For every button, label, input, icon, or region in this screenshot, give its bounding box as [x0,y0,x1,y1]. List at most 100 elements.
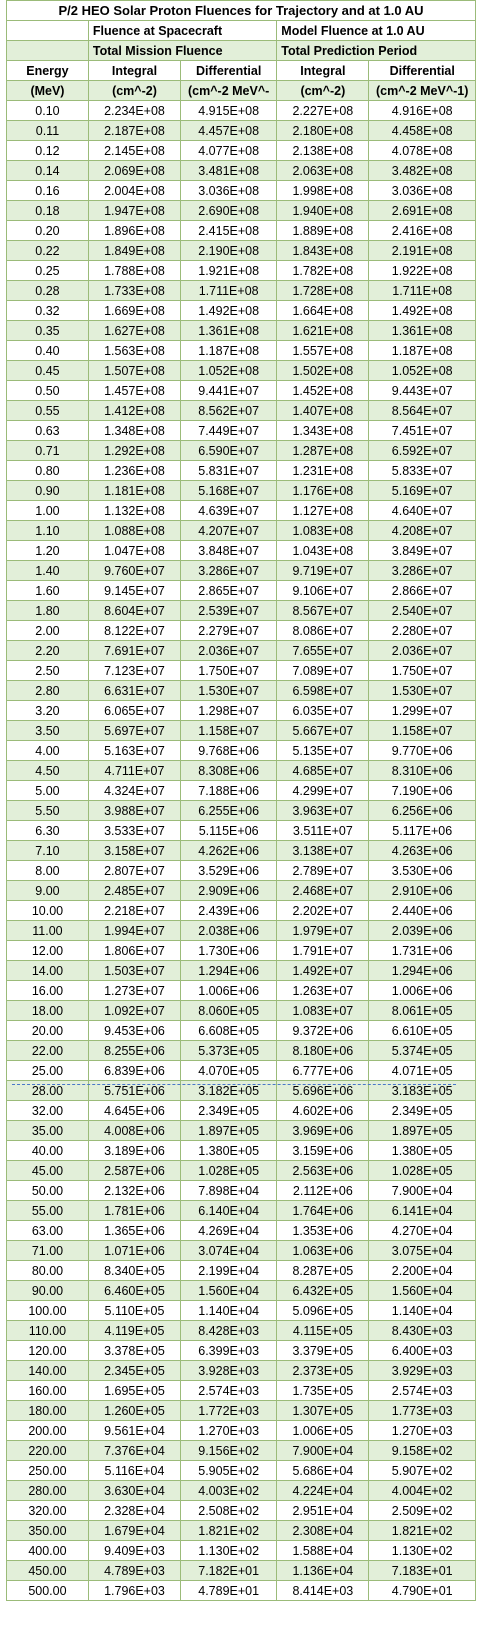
sc-integral-cell: 3.988E+07 [87,800,182,821]
energy-cell: 0.80 [6,460,89,481]
energy-cell: 1.20 [6,540,89,561]
table-row: 22.00 8.255E+06 5.373E+05 8.180E+06 5.374E+0… [6,1040,476,1061]
sc-differential-cell: 2.439E+06 [180,900,278,921]
table-row: 63.00 1.365E+06 4.269E+04 1.353E+06 4.270E+0… [6,1220,476,1241]
energy-cell: 180.00 [6,1400,89,1421]
sc-integral-cell: 2.004E+08 [87,180,182,201]
au-differential-cell: 4.071E+05 [368,1060,476,1081]
energy-cell: 2.00 [6,620,89,641]
table-row: 18.00 1.092E+07 8.060E+05 1.083E+07 8.061E+0… [6,1000,476,1021]
sc-differential-cell: 4.070E+05 [180,1060,278,1081]
au-integral-unit: (cm^-2) [276,80,370,101]
sc-integral-cell: 5.697E+07 [87,720,182,741]
au-differential-cell: 1.028E+05 [368,1160,476,1181]
energy-cell: 80.00 [6,1260,89,1281]
column-header-row-2: (MeV) (cm^-2) (cm^-2 MeV^- (cm^-2) (cm^-… [6,80,476,101]
energy-header: Energy [6,60,89,81]
sc-differential-cell: 2.865E+07 [180,580,278,601]
sc-integral-cell: 1.092E+07 [87,1000,182,1021]
sc-integral-cell: 1.896E+08 [87,220,182,241]
energy-cell: 0.11 [6,120,89,141]
table-row: 80.00 8.340E+05 2.199E+04 8.287E+05 2.200E+0… [6,1260,476,1281]
energy-cell: 400.00 [6,1540,89,1561]
sc-differential-cell: 8.428E+03 [180,1320,278,1341]
au-differential-cell: 4.004E+02 [368,1480,476,1501]
au-differential-cell: 2.866E+07 [368,580,476,601]
sc-differential-header: Differential [180,60,278,81]
au-differential-cell: 4.270E+04 [368,1220,476,1241]
sc-integral-cell: 9.409E+03 [87,1540,182,1561]
au-differential-cell: 2.036E+07 [368,640,476,661]
au-integral-cell: 8.287E+05 [276,1260,370,1281]
energy-cell: 140.00 [6,1360,89,1381]
au-differential-cell: 1.006E+06 [368,980,476,1001]
sc-differential-cell: 1.730E+06 [180,940,278,961]
sc-differential-cell: 1.130E+02 [180,1540,278,1561]
energy-cell: 120.00 [6,1340,89,1361]
table-row: 100.00 5.110E+05 1.140E+04 5.096E+05 1.140E+… [6,1300,476,1321]
sc-integral-cell: 8.340E+05 [87,1260,182,1281]
group-header-row-1: Fluence at Spacecraft Model Fluence at 1… [6,20,476,41]
table-row: 45.00 2.587E+06 1.028E+05 2.563E+06 1.028E+0… [6,1160,476,1181]
au-integral-cell: 3.963E+07 [276,800,370,821]
sc-integral-cell: 2.132E+06 [87,1180,182,1201]
energy-cell: 12.00 [6,940,89,961]
header-spacer [6,20,89,41]
sc-differential-cell: 1.052E+08 [180,360,278,381]
sc-differential-cell: 2.036E+07 [180,640,278,661]
table-row: 2.50 7.123E+07 1.750E+07 7.089E+07 1.750E+07 [6,660,476,681]
au-integral-cell: 2.563E+06 [276,1160,370,1181]
au-differential-cell: 7.451E+07 [368,420,476,441]
sc-integral-cell: 1.781E+06 [87,1200,182,1221]
energy-cell: 0.71 [6,440,89,461]
sc-integral-cell: 2.587E+06 [87,1160,182,1181]
sc-integral-cell: 2.807E+07 [87,860,182,881]
sc-integral-cell: 1.503E+07 [87,960,182,981]
au-differential-cell: 1.361E+08 [368,320,476,341]
au-differential-cell: 8.430E+03 [368,1320,476,1341]
sc-integral-cell: 4.119E+05 [87,1320,182,1341]
table-row: 0.14 2.069E+08 3.481E+08 2.063E+08 3.482E+08 [6,160,476,181]
sc-differential-cell: 5.168E+07 [180,480,278,501]
energy-cell: 0.20 [6,220,89,241]
sc-integral-cell: 4.645E+06 [87,1100,182,1121]
table-row: 350.00 1.679E+04 1.821E+02 2.308E+04 1.821E+… [6,1520,476,1541]
group-header-row-2: Total Mission Fluence Total Prediction P… [6,40,476,61]
sc-differential-cell: 1.921E+08 [180,260,278,281]
energy-cell: 10.00 [6,900,89,921]
energy-cell: 63.00 [6,1220,89,1241]
au-integral-cell: 9.719E+07 [276,560,370,581]
sc-integral-cell: 1.679E+04 [87,1520,182,1541]
au-integral-cell: 4.115E+05 [276,1320,370,1341]
energy-cell: 5.00 [6,780,89,801]
sc-integral-cell: 9.145E+07 [87,580,182,601]
sc-differential-cell: 1.821E+02 [180,1520,278,1541]
table-row: 0.10 2.234E+08 4.915E+08 2.227E+08 4.916E+08 [6,100,476,121]
sc-differential-cell: 2.909E+06 [180,880,278,901]
au-differential-cell: 1.380E+05 [368,1140,476,1161]
energy-cell: 22.00 [6,1040,89,1061]
au-integral-cell: 5.667E+07 [276,720,370,741]
au-differential-cell: 2.039E+06 [368,920,476,941]
sc-differential-cell: 1.294E+06 [180,960,278,981]
au-integral-cell: 1.231E+08 [276,460,370,481]
sc-differential-cell: 4.639E+07 [180,500,278,521]
au-differential-cell: 2.440E+06 [368,900,476,921]
au-differential-cell: 5.117E+06 [368,820,476,841]
sc-differential-cell: 5.115E+06 [180,820,278,841]
sc-integral-cell: 1.669E+08 [87,300,182,321]
energy-cell: 1.10 [6,520,89,541]
sc-integral-cell: 1.733E+08 [87,280,182,301]
table-row: 1.10 1.088E+08 4.207E+07 1.083E+08 4.208E+07 [6,520,476,541]
table-row: 90.00 6.460E+05 1.560E+04 6.432E+05 1.560E+0… [6,1280,476,1301]
au-integral-cell: 2.138E+08 [276,140,370,161]
sc-integral-cell: 3.189E+06 [87,1140,182,1161]
au-differential-cell: 3.075E+04 [368,1240,476,1261]
table-row: 0.80 1.236E+08 5.831E+07 1.231E+08 5.833E+07 [6,460,476,481]
sc-integral-cell: 8.255E+06 [87,1040,182,1061]
table-row: 12.00 1.806E+07 1.730E+06 1.791E+07 1.731E+0… [6,940,476,961]
sc-differential-cell: 2.349E+05 [180,1100,278,1121]
au-integral-cell: 2.373E+05 [276,1360,370,1381]
energy-cell: 0.14 [6,160,89,181]
au-differential-cell: 5.169E+07 [368,480,476,501]
